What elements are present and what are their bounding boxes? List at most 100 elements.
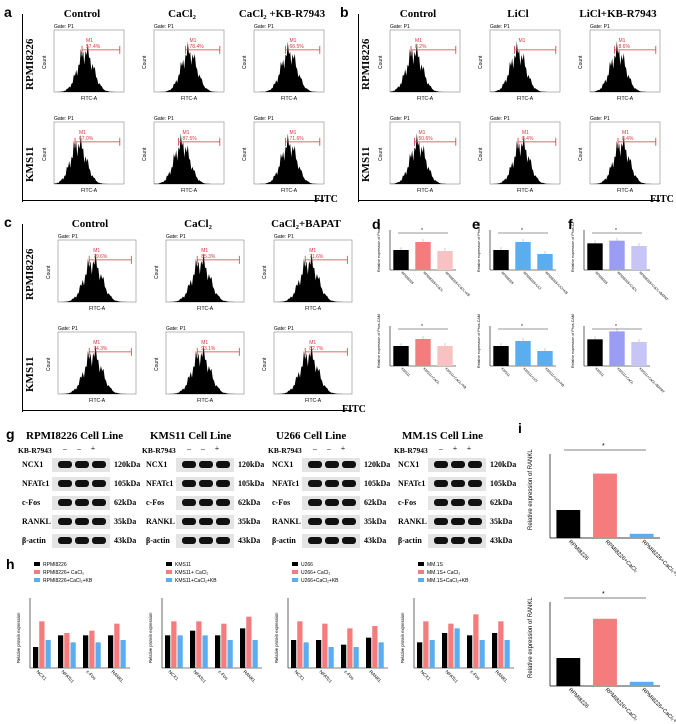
blot-strip [428,534,486,548]
bar [493,346,509,366]
protein-band [182,518,196,525]
x-tick-label: KMS11+CaCl₂+BAPAT [638,367,665,394]
x-tick-label: RPMI8226+LiCl [522,271,542,291]
y-axis-label: Relative protein expression [274,612,279,663]
protein-band [75,537,89,544]
bar [165,635,171,668]
bar [303,642,309,668]
blot-strip [52,496,110,510]
legend-label: RPMI8226+CaCl₂+KB [43,578,93,584]
y-axis-label: Relative protein expression [400,612,405,663]
molecular-weight: 120kDa [114,460,141,469]
bar [322,623,328,668]
bar [498,621,504,668]
row-label: KMS11 [360,146,372,182]
column-header: CaCl₂ +KB-R7943 [238,8,326,20]
treatment-sign: – [63,444,67,453]
panel-label-c: c [4,214,12,230]
column-header: Control [71,218,109,230]
y-arrow [22,224,23,412]
protein-band [182,537,196,544]
x-tick-label: NCX1 [167,669,180,682]
legend-label: U266+CaCl₂+KB [301,578,339,584]
protein-label: NFATc1 [272,479,300,488]
histogram-area [254,41,324,92]
molecular-weight: 62kDa [238,498,261,507]
bar [492,633,498,668]
y-axis-label: Count [46,265,52,279]
bar [190,630,196,668]
treatment-sign: + [214,444,220,453]
gate-percent: 50.6% [419,136,434,142]
gate-label: Gate: P1 [590,24,610,30]
protein-band [199,461,213,468]
protein-label: NCX1 [398,460,420,469]
x-axis-label: FITC-A [517,188,534,194]
treatment-sign: – [313,444,317,453]
bar [64,633,70,668]
x-tick-label: RPMI8226 [400,271,414,285]
protein-band [451,480,465,487]
protein-label: NCX1 [272,460,294,469]
flow-histogram: Gate: P1 M18.4% FITC-A Count [578,116,661,194]
molecular-weight: 35kDa [364,517,387,526]
y-axis-label: Relative protein expression [148,612,153,663]
histogram-group: M18.4% [490,130,560,184]
protein-band [451,518,465,525]
x-tick-label: KMS11+LiCl+KB [544,367,565,388]
x-axis-title: FITC [650,194,674,205]
bar [437,346,453,366]
bar [556,658,581,686]
column-header: Control [399,8,437,20]
protein-band [451,461,465,468]
protein-band [325,499,339,506]
y-axis-label: Count [378,147,384,161]
column-header: Control [63,8,101,20]
legend-swatch [418,562,424,566]
gate-marker-name: M1 [290,130,297,136]
y-axis-label: Count [262,265,268,279]
protein-band [92,537,106,544]
molecular-weight: 35kDa [490,517,513,526]
x-axis-label: FITC-A [89,398,106,404]
gate-percent: 8.4% [622,136,634,142]
histogram-area [54,134,124,184]
column-header: LiCl [507,8,529,20]
treatment-sign: – [327,444,331,453]
protein-band [58,461,72,468]
gate-marker-name: M1 [415,38,422,44]
protein-label: NFATc1 [22,479,50,488]
gate-marker-name: M1 [201,340,208,346]
y-axis-label: Count [142,55,148,69]
flow-histogram: Gate: P1 M18.4% FITC-A Count [478,116,561,194]
legend-swatch [418,578,424,582]
y-axis-label: Count [42,55,48,69]
row-label: RPMI8226 [360,38,372,90]
bar [89,630,95,668]
x-tick-label: NCX1 [293,669,306,682]
legend-label: U266 [301,562,313,568]
gate-percent: 82.7% [309,346,324,352]
protein-band [216,499,230,506]
molecular-weight: 120kDa [364,460,391,469]
x-tick-label: KMS11 [400,367,411,378]
protein-band [58,537,72,544]
bar [297,621,303,668]
protein-band [182,480,196,487]
bar [227,640,233,668]
x-tick-label: NCX1 [419,669,432,682]
x-axis-label: FITC-A [81,96,98,102]
molecular-weight: 62kDa [490,498,513,507]
gate-label: Gate: P1 [54,24,74,30]
bar [114,623,120,668]
histogram-area [490,135,560,184]
bar [291,640,297,668]
x-tick-label: RPMI8226+CaCl₂+KB [640,539,676,582]
blot-strip [176,515,234,529]
treatment-sign: + [340,444,346,453]
